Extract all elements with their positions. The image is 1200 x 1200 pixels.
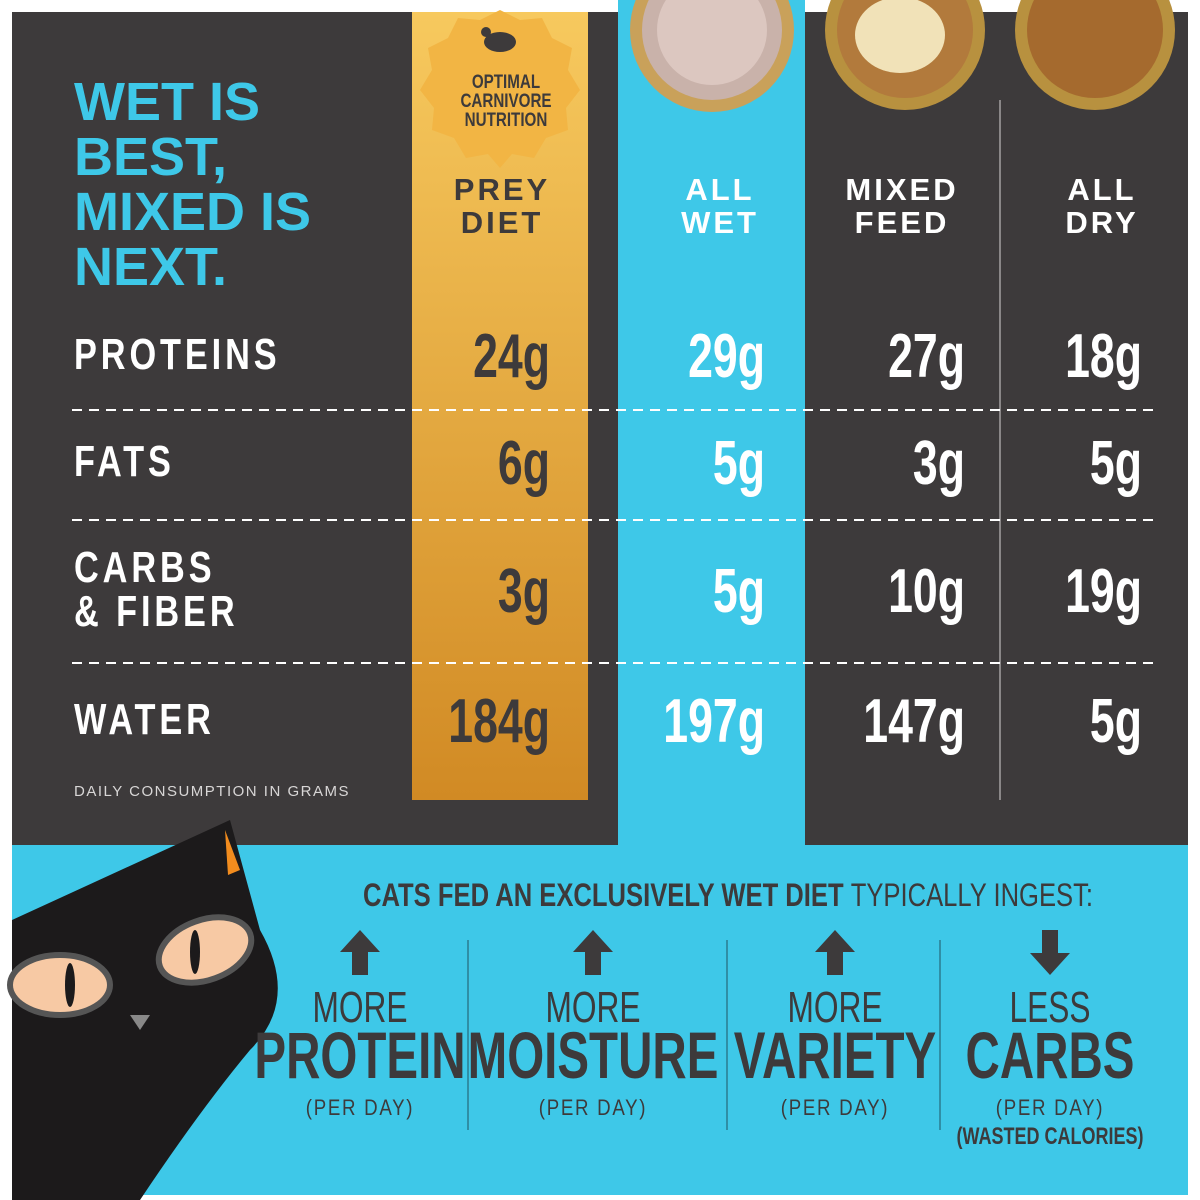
column-header: DIET <box>461 205 544 240</box>
row-label: CARBS <box>74 543 215 592</box>
cell-value: 5g <box>1090 687 1142 756</box>
cell-value: 18g <box>1065 322 1142 391</box>
cell-value: 184g <box>448 687 550 756</box>
arrow-icon <box>815 930 855 975</box>
cell-value: 27g <box>888 322 965 391</box>
row-label: PROTEINS <box>74 330 281 379</box>
summary-headline: CATS FED AN EXCLUSIVELY WET DIET TYPICAL… <box>363 878 1093 913</box>
bowls <box>630 0 1175 112</box>
cell-value: 19g <box>1065 557 1142 626</box>
column-header: WET <box>681 205 759 240</box>
summary-rest: TYPICALLY INGEST: <box>851 878 1093 913</box>
summary-lead: CATS FED AN EXCLUSIVELY WET DIET <box>363 878 844 913</box>
cell-value: 10g <box>888 557 965 626</box>
cell-value: 5g <box>1090 429 1142 498</box>
cell-value: 29g <box>688 322 765 391</box>
column-header: FEED <box>855 205 950 240</box>
badge-text: CARNIVORE <box>460 89 551 111</box>
arrow-icon <box>1030 930 1070 975</box>
title-line: NEXT. <box>74 237 227 297</box>
cell-value: 24g <box>473 322 550 391</box>
item-subject: MOISTURE <box>468 1019 719 1092</box>
item-note: (WASTED CALORIES) <box>957 1124 1144 1150</box>
item-qualifier: MORE <box>545 983 640 1032</box>
item-qualifier: LESS <box>1010 983 1091 1032</box>
arrow-icon <box>340 930 380 975</box>
badge <box>420 10 580 168</box>
row-label: & FIBER <box>74 587 239 636</box>
item-qualifier: MORE <box>787 983 882 1032</box>
column-header: ALL <box>1067 172 1136 207</box>
cell-value: 5g <box>713 557 765 626</box>
badge-text: OPTIMAL <box>472 70 540 92</box>
cell-value: 147g <box>863 687 965 756</box>
cat-illustration <box>7 820 278 1200</box>
wet-column <box>618 0 805 847</box>
column-header: DRY <box>1065 205 1138 240</box>
dark-panel <box>12 12 1188 847</box>
item-subject: CARBS <box>966 1019 1135 1092</box>
column-header: PREY <box>454 172 550 207</box>
badge-text: NUTRITION <box>465 108 548 130</box>
cell-value: 5g <box>713 429 765 498</box>
title-line: WET IS <box>74 72 260 132</box>
item-qualifier: MORE <box>312 983 407 1032</box>
cell-value: 6g <box>498 429 550 498</box>
footnote: DAILY CONSUMPTION IN GRAMS <box>74 783 350 800</box>
column-header: ALL <box>685 172 754 207</box>
arrow-icon <box>573 930 613 975</box>
title-line: MIXED IS <box>74 182 311 242</box>
row-label: FATS <box>74 437 175 486</box>
column-header: MIXED <box>845 172 958 207</box>
cell-value: 3g <box>498 557 550 626</box>
cell-value: 3g <box>913 429 965 498</box>
cell-value: 197g <box>663 687 765 756</box>
row-label: WATER <box>74 695 215 744</box>
item-unit: (PER DAY) <box>306 1097 414 1121</box>
item-subject: VARIETY <box>734 1019 936 1092</box>
item-subject: PROTEIN <box>254 1019 465 1092</box>
item-unit: (PER DAY) <box>996 1097 1104 1121</box>
title-line: BEST, <box>74 127 227 187</box>
item-unit: (PER DAY) <box>781 1097 889 1121</box>
item-unit: (PER DAY) <box>539 1097 647 1121</box>
